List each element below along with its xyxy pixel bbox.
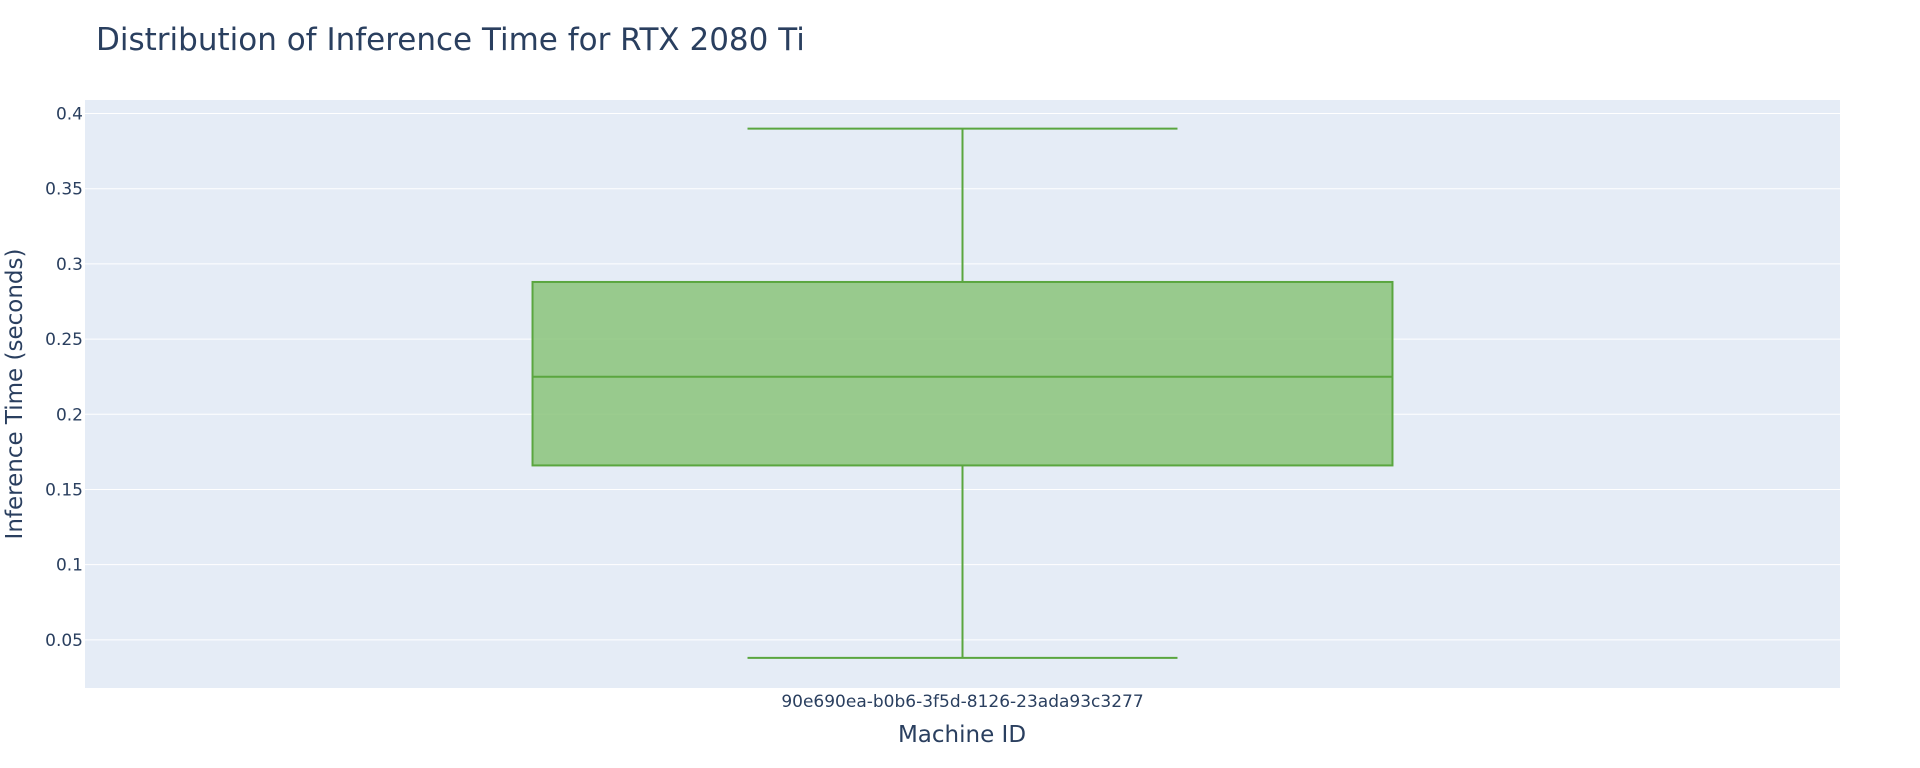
box-series [531, 127, 1394, 659]
y-tick-label: 0.15 [45, 480, 83, 500]
y-tick-label: 0.2 [56, 405, 83, 425]
y-axis-ticks: 0.05 0.1 0.15 0.2 0.25 0.3 0.35 0.4 [45, 105, 83, 651]
interquartile-box [531, 280, 1394, 467]
y-axis-title: Inference Time (seconds) [2, 249, 28, 540]
x-axis-title: Machine ID [898, 722, 1026, 748]
chart-title: Distribution of Inference Time for RTX 2… [96, 22, 805, 58]
x-axis-ticks: 90e690ea-b0b6-3f5d-8126-23ada93c3277 [781, 692, 1143, 712]
y-tick-label: 0.25 [45, 330, 83, 350]
x-tick-label: 90e690ea-b0b6-3f5d-8126-23ada93c3277 [781, 692, 1143, 712]
y-tick-label: 0.3 [56, 255, 83, 275]
y-tick-label: 0.05 [45, 631, 83, 651]
y-tick-label: 0.4 [56, 105, 83, 125]
y-tick-label: 0.1 [56, 556, 83, 576]
y-tick-label: 0.35 [45, 180, 83, 200]
